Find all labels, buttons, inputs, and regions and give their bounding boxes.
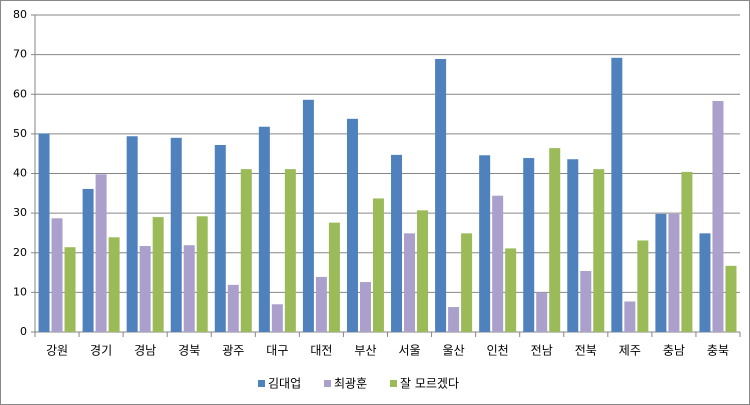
x-tick-label: 강원	[46, 344, 68, 358]
x-tick-label: 제주	[619, 344, 641, 358]
x-tick-label: 대구	[266, 344, 288, 358]
x-tick-label: 인천	[487, 343, 509, 358]
bar	[567, 159, 579, 332]
x-tick-label: 부산	[354, 344, 376, 358]
bar	[404, 233, 416, 332]
bar	[64, 247, 76, 332]
bar	[328, 222, 340, 332]
bar	[417, 210, 429, 332]
legend-swatch	[324, 380, 331, 387]
y-tick-label: 0	[20, 325, 27, 338]
bar	[152, 217, 164, 332]
x-tick-label: 경기	[90, 344, 112, 358]
y-tick-label: 70	[13, 48, 27, 61]
bar	[196, 216, 208, 332]
x-tick-label: 대전	[310, 344, 332, 358]
bar	[126, 136, 138, 332]
bar	[611, 57, 623, 333]
x-tick-label: 광주	[222, 344, 244, 358]
bar	[139, 246, 151, 332]
x-tick-label: 서울	[398, 344, 420, 358]
y-tick-label: 20	[13, 246, 27, 259]
bar	[302, 99, 314, 332]
bar	[681, 171, 693, 332]
bar	[505, 248, 517, 332]
bar	[38, 133, 50, 332]
x-tick-label: 전북	[575, 344, 597, 358]
legend-swatch	[258, 380, 265, 387]
bar	[699, 233, 711, 332]
bar	[372, 198, 384, 332]
bar	[82, 188, 94, 332]
y-tick-label: 40	[13, 167, 27, 180]
y-tick-label: 10	[13, 285, 27, 298]
bar	[593, 169, 605, 332]
legend-swatch	[390, 380, 397, 387]
bar	[391, 154, 403, 332]
bar	[108, 237, 120, 332]
legend-label: 김대업	[268, 377, 301, 391]
bar	[95, 174, 107, 332]
bar	[258, 126, 270, 333]
bar	[284, 169, 296, 332]
x-tick-label: 충북	[707, 344, 729, 358]
bar	[725, 265, 737, 332]
y-tick-label: 60	[13, 87, 27, 100]
bar	[214, 144, 226, 332]
bar	[492, 195, 504, 332]
y-tick-label: 50	[13, 127, 27, 140]
x-tick-label: 전남	[531, 344, 553, 358]
bar	[523, 158, 535, 332]
bar	[346, 118, 358, 332]
x-tick-label: 울산	[443, 344, 465, 358]
bar	[624, 301, 636, 332]
bar	[271, 304, 283, 332]
legend-label: 잘 모르겠다	[400, 377, 459, 391]
y-tick-label: 30	[13, 206, 27, 219]
x-tick-label: 충남	[663, 344, 685, 358]
bar	[655, 213, 667, 332]
bar	[549, 148, 561, 332]
bar	[240, 169, 252, 332]
bar	[183, 245, 195, 332]
bar	[479, 155, 491, 332]
bar	[461, 233, 473, 332]
x-tick-label: 경북	[178, 344, 200, 358]
bar	[435, 58, 447, 332]
legend-label: 최광훈	[334, 377, 367, 391]
bar	[315, 276, 327, 332]
x-tick-label: 경남	[134, 344, 156, 358]
bar	[637, 240, 649, 332]
bar	[51, 218, 63, 332]
bar	[448, 307, 460, 332]
bar	[359, 282, 371, 332]
bar	[712, 100, 724, 332]
bar	[170, 137, 182, 332]
bar	[536, 292, 548, 332]
y-tick-label: 80	[13, 8, 27, 21]
bar	[227, 284, 239, 332]
bar	[668, 213, 680, 332]
bar	[580, 270, 592, 332]
